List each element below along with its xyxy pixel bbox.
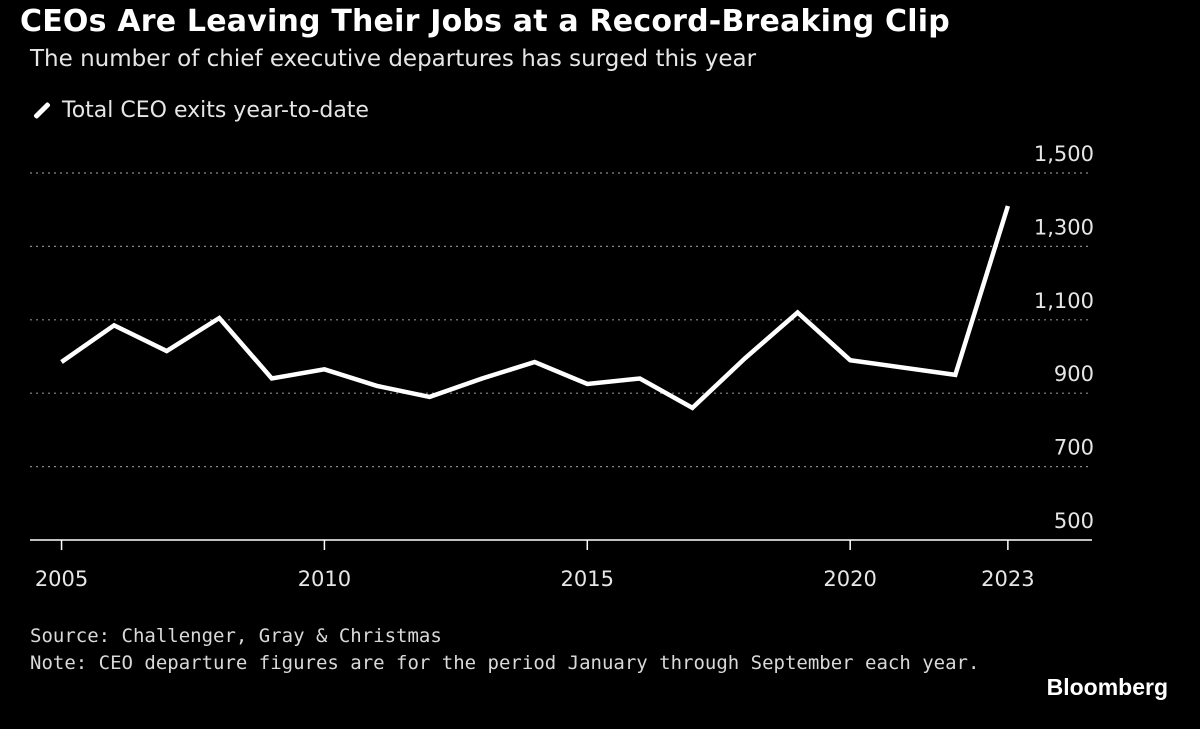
- y-tick-label: 1,100: [1034, 289, 1094, 313]
- x-tick-label: 2023: [981, 567, 1034, 591]
- footer-notes: Source: Challenger, Gray & Christmas Not…: [30, 623, 990, 677]
- figure-note: Note: CEO departure figures are for the …: [30, 652, 980, 674]
- bloomberg-logo: Bloomberg: [1046, 674, 1168, 700]
- y-tick-label: 700: [1054, 436, 1094, 460]
- x-tick-label: 2005: [35, 567, 88, 591]
- y-tick-label: 500: [1054, 509, 1094, 533]
- y-axis-labels: 500 700 900 1,100 1,300 1,500: [1034, 142, 1094, 533]
- y-tick-label: 900: [1054, 362, 1094, 386]
- chart-title: CEOs Are Leaving Their Jobs at a Record-…: [20, 4, 950, 39]
- legend: Total CEO exits year-to-date: [32, 98, 369, 123]
- y-tick-label: 1,300: [1034, 215, 1094, 239]
- x-axis-labels: 2005 2010 2015 2020 2023: [35, 567, 1035, 591]
- series-group: [60, 205, 1011, 411]
- y-tick-label: 1,500: [1034, 142, 1094, 166]
- source-note: Source: Challenger, Gray & Christmas: [30, 625, 442, 647]
- legend-label: Total CEO exits year-to-date: [62, 98, 369, 123]
- chart-subtitle: The number of chief executive departures…: [30, 46, 757, 72]
- x-tick-label: 2015: [561, 567, 614, 591]
- gridlines: [30, 172, 1092, 468]
- series-line: [60, 205, 1011, 411]
- x-tick-label: 2020: [823, 567, 876, 591]
- x-tick-label: 2010: [298, 567, 351, 591]
- x-axis: [30, 539, 1092, 550]
